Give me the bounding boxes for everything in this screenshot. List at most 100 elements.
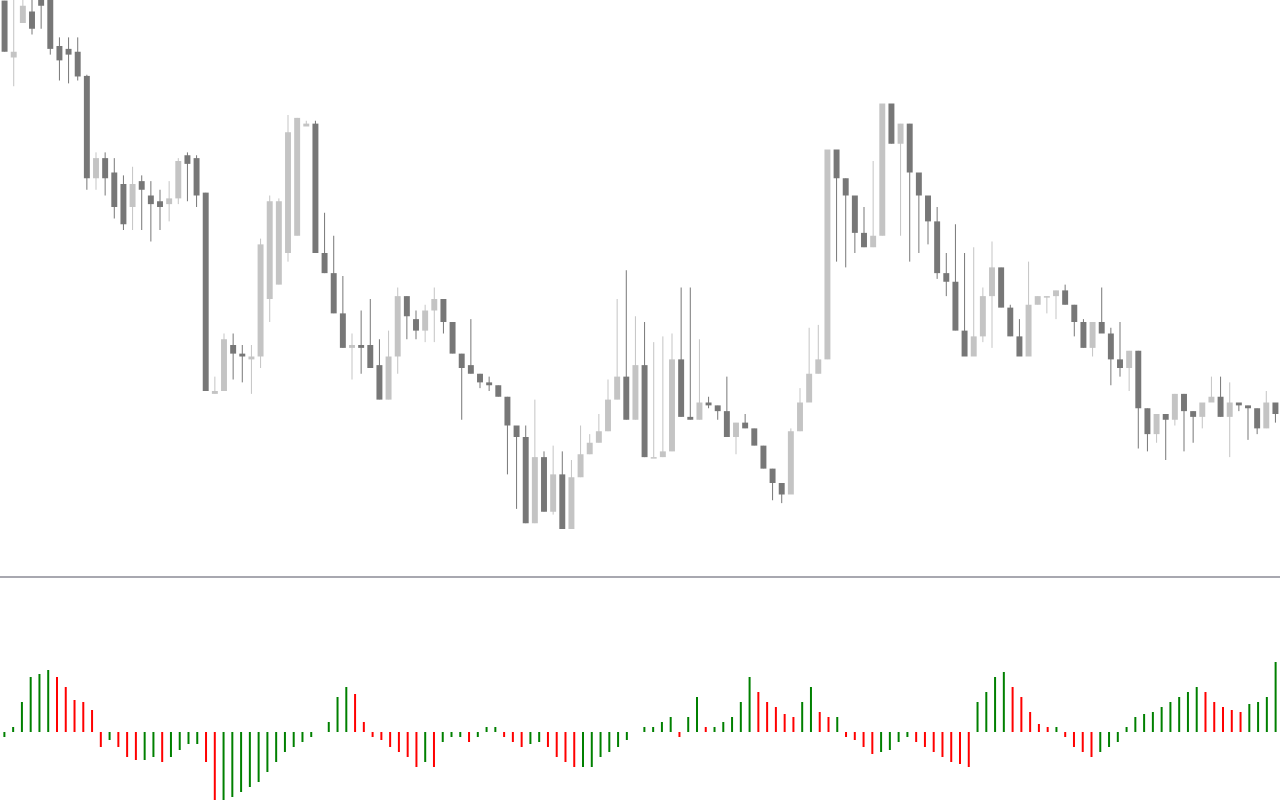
candle-bullish [294, 117, 301, 236]
candle-bullish [1199, 402, 1206, 417]
candle-bullish [1226, 402, 1233, 417]
candle-bullish [394, 296, 401, 357]
candle-bullish [806, 373, 813, 403]
candle-bullish [568, 477, 575, 529]
candle-bearish [1016, 336, 1023, 357]
candle-bearish [65, 48, 72, 55]
pane-separator[interactable] [0, 576, 1280, 578]
candle-bearish [29, 11, 35, 29]
candle-bearish [714, 405, 721, 412]
candle-bullish [248, 356, 255, 360]
candle-bearish [961, 330, 968, 357]
candle-bearish [403, 296, 410, 317]
candle-bearish [1144, 408, 1151, 435]
candle-bullish [303, 123, 310, 127]
candle-bearish [998, 267, 1005, 308]
candle-bearish [751, 428, 758, 446]
candle-bearish [1007, 307, 1014, 337]
candle-bearish [83, 75, 90, 179]
candle-bullish [431, 299, 438, 311]
candle-bullish [1034, 296, 1041, 305]
candle-bearish [1181, 393, 1187, 412]
candle-bearish [861, 232, 867, 248]
oscillator-histogram[interactable] [0, 580, 1280, 800]
candle-bearish [952, 281, 959, 331]
candle-bearish [504, 396, 511, 426]
candle-bearish [925, 195, 931, 222]
candle-bullish [897, 123, 904, 144]
candle-bearish [641, 365, 648, 458]
candle-bearish [239, 353, 246, 357]
candle-bullish [266, 201, 273, 299]
candle-bullish [1089, 322, 1096, 348]
candle-bearish [193, 158, 200, 196]
candle-bullish [815, 359, 822, 374]
candle-bearish [943, 273, 950, 282]
candle-bullish [257, 244, 264, 357]
candle-bearish [486, 382, 493, 386]
candle-bearish [705, 402, 712, 406]
candle-bullish [550, 474, 557, 512]
candle-bullish [586, 442, 593, 455]
candle-bearish [74, 51, 81, 77]
candle-bearish [458, 353, 465, 368]
candle-bearish [1217, 396, 1224, 417]
candle-bearish [111, 172, 118, 207]
candle-bearish [842, 178, 849, 196]
candle-bullish [275, 201, 282, 285]
candle-bullish [1171, 393, 1178, 420]
candle-bearish [321, 253, 328, 274]
candle-bearish [687, 416, 694, 420]
candle-bearish [1107, 333, 1114, 360]
candle-bearish [769, 468, 776, 483]
candle-bearish [851, 195, 858, 233]
candle-bearish [559, 474, 566, 529]
candle-bearish [678, 359, 685, 417]
candle-bearish [623, 376, 630, 420]
candle-bullish [659, 451, 666, 458]
price-candlestick-chart[interactable] [0, 0, 1280, 575]
candle-bearish [1254, 408, 1261, 429]
candle-bullish [595, 431, 602, 443]
candle-bearish [1190, 411, 1197, 417]
candle-bullish [129, 184, 136, 207]
candle-bearish [1245, 405, 1251, 409]
candle-bearish [1071, 304, 1078, 322]
candle-bearish [1, 0, 8, 52]
candle-bearish [138, 181, 145, 190]
candle-bearish [358, 345, 365, 348]
candle-bearish [413, 319, 419, 331]
candle-bearish [778, 483, 785, 495]
candle-bearish [723, 411, 730, 437]
candle-bearish [47, 0, 54, 49]
candle-bearish [1098, 322, 1105, 334]
candle-bullish [970, 336, 977, 357]
candle-bearish [1272, 402, 1279, 414]
candle-bullish [696, 402, 703, 420]
candle-bearish [541, 457, 547, 512]
candle-bullish [285, 132, 291, 253]
candle-bearish [38, 0, 45, 6]
candle-bullish [93, 158, 99, 179]
candle-bearish [888, 103, 895, 144]
candle-bullish [422, 310, 429, 331]
candle-bearish [1162, 414, 1169, 420]
candle-bullish [577, 454, 584, 478]
candle-bullish [669, 359, 675, 452]
candle-bearish [312, 123, 319, 253]
candle-bullish [733, 422, 739, 437]
candle-bearish [495, 385, 502, 397]
candle-bullish [19, 5, 26, 23]
candle-bearish [56, 46, 63, 61]
candle-bearish [477, 373, 483, 383]
candle-bearish [330, 273, 337, 314]
candle-bullish [787, 431, 794, 495]
candle-bearish [906, 123, 913, 173]
candle-bullish [879, 103, 886, 236]
candle-bullish [531, 457, 538, 524]
candle-bullish [166, 198, 173, 205]
candle-bullish [797, 402, 803, 432]
candle-bullish [349, 345, 355, 348]
candle-bearish [102, 158, 109, 179]
